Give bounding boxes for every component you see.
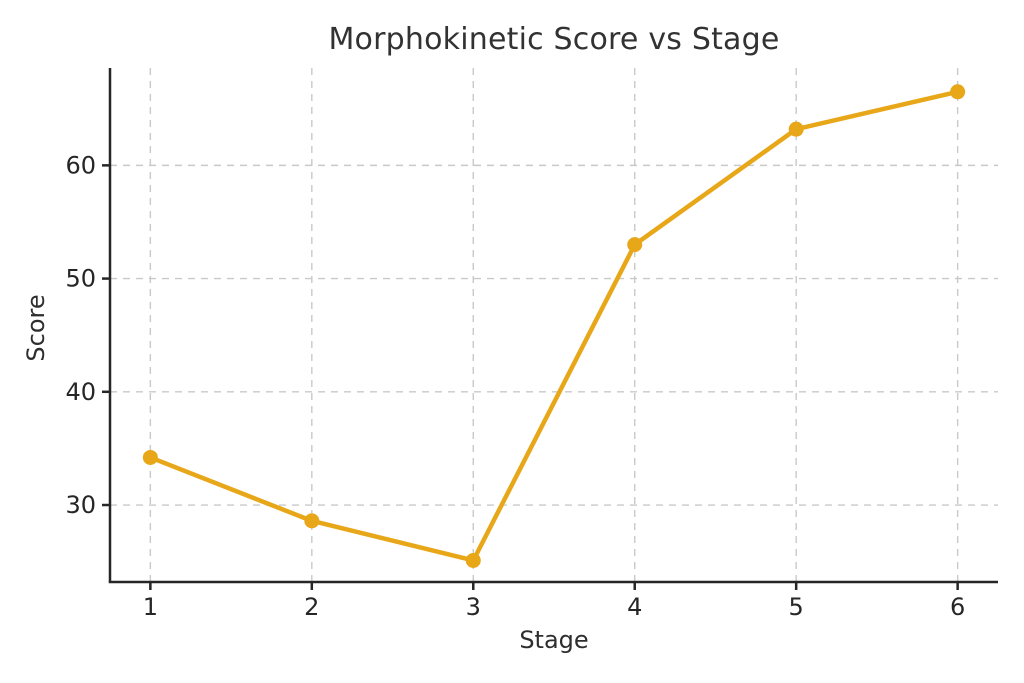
data-point-marker xyxy=(304,513,320,529)
x-tick-label: 5 xyxy=(789,593,804,621)
data-point-marker xyxy=(788,121,804,137)
x-tick-label: 6 xyxy=(950,593,965,621)
chart-title: Morphokinetic Score vs Stage xyxy=(328,22,780,57)
x-tick-label: 4 xyxy=(627,593,642,621)
data-point-marker xyxy=(950,84,966,100)
y-tick-label: 60 xyxy=(65,151,96,179)
data-line xyxy=(148,89,960,563)
y-tick-label: 40 xyxy=(65,378,96,406)
x-tick-label: 3 xyxy=(466,593,481,621)
x-tick-label: 2 xyxy=(304,593,319,621)
y-tick-label: 50 xyxy=(65,265,96,293)
data-point-marker xyxy=(142,449,158,465)
data-point-marker xyxy=(627,237,643,253)
x-tick-label: 1 xyxy=(143,593,158,621)
x-axis-label: Stage xyxy=(519,626,589,654)
data-point-marker xyxy=(465,552,481,568)
y-tick-label: 30 xyxy=(65,491,96,519)
